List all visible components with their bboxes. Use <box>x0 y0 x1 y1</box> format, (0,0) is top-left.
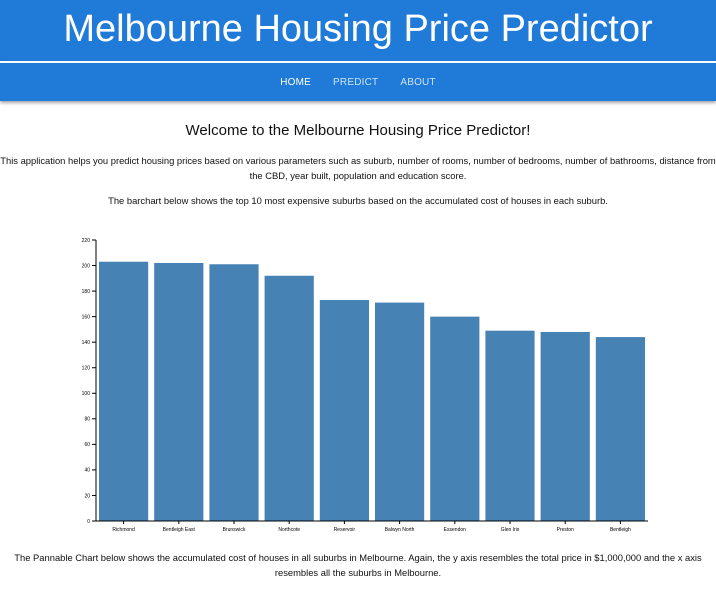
navbar: HOME PREDICT ABOUT <box>0 63 716 101</box>
intro-paragraph: This application helps you predict housi… <box>0 155 716 181</box>
x-tick-label: Reservoir <box>334 527 356 533</box>
y-tick-label: 20 <box>84 493 90 499</box>
bar-chart: 0 20 40 60 80 100 120 140 160 180 200 220 Richmond B… <box>82 238 648 533</box>
bar <box>154 262 204 521</box>
app-header: Melbourne Housing Price Predictor <box>0 0 716 61</box>
nav-predict-link[interactable]: PREDICT <box>333 76 379 88</box>
x-tick-label: Brunswick <box>223 527 246 533</box>
y-tick-label: 0 <box>87 519 90 525</box>
y-axis: 0 20 40 60 80 100 120 140 160 180 200 220 <box>82 238 97 525</box>
y-tick-label: 80 <box>84 417 90 423</box>
bar <box>319 300 369 521</box>
bar-series <box>99 261 645 521</box>
x-tick-label: Preston <box>557 527 574 533</box>
bar <box>485 330 535 521</box>
y-tick-label: 140 <box>82 340 91 346</box>
x-tick-label: Balwyn North <box>385 527 415 533</box>
bar <box>209 264 259 521</box>
bar <box>375 302 425 521</box>
x-axis: Richmond Bentleigh East Brunswick Northcote… <box>96 520 648 533</box>
chart-intro-paragraph: The barchart below shows the top 10 most… <box>108 195 608 206</box>
y-tick-label: 100 <box>82 391 91 397</box>
y-tick-label: 160 <box>82 314 91 320</box>
app-title: Melbourne Housing Price Predictor <box>63 8 653 50</box>
y-tick-label: 180 <box>82 289 91 295</box>
x-tick-label: Essendon <box>444 527 466 533</box>
welcome-heading: Welcome to the Melbourne Housing Price P… <box>185 122 531 139</box>
x-tick-label: Bentleigh East <box>163 527 196 533</box>
bar <box>540 331 590 521</box>
bar <box>430 316 480 521</box>
bar <box>595 337 645 521</box>
pannable-intro-paragraph: The Pannable Chart below shows the accum… <box>14 552 702 578</box>
x-tick-label: Glen Iris <box>501 527 520 533</box>
nav-home-link[interactable]: HOME <box>280 76 312 88</box>
x-tick-label: Bentleigh <box>610 527 631 533</box>
x-tick-label: Northcote <box>278 527 300 533</box>
nav-about-link[interactable]: ABOUT <box>400 76 436 88</box>
y-tick-label: 200 <box>82 263 91 269</box>
y-tick-label: 120 <box>82 366 91 372</box>
y-tick-label: 40 <box>84 468 90 474</box>
y-tick-label: 220 <box>82 238 91 244</box>
y-tick-label: 60 <box>84 442 90 448</box>
x-tick-label: Richmond <box>112 527 135 533</box>
bar <box>264 275 314 521</box>
bar <box>99 261 149 521</box>
